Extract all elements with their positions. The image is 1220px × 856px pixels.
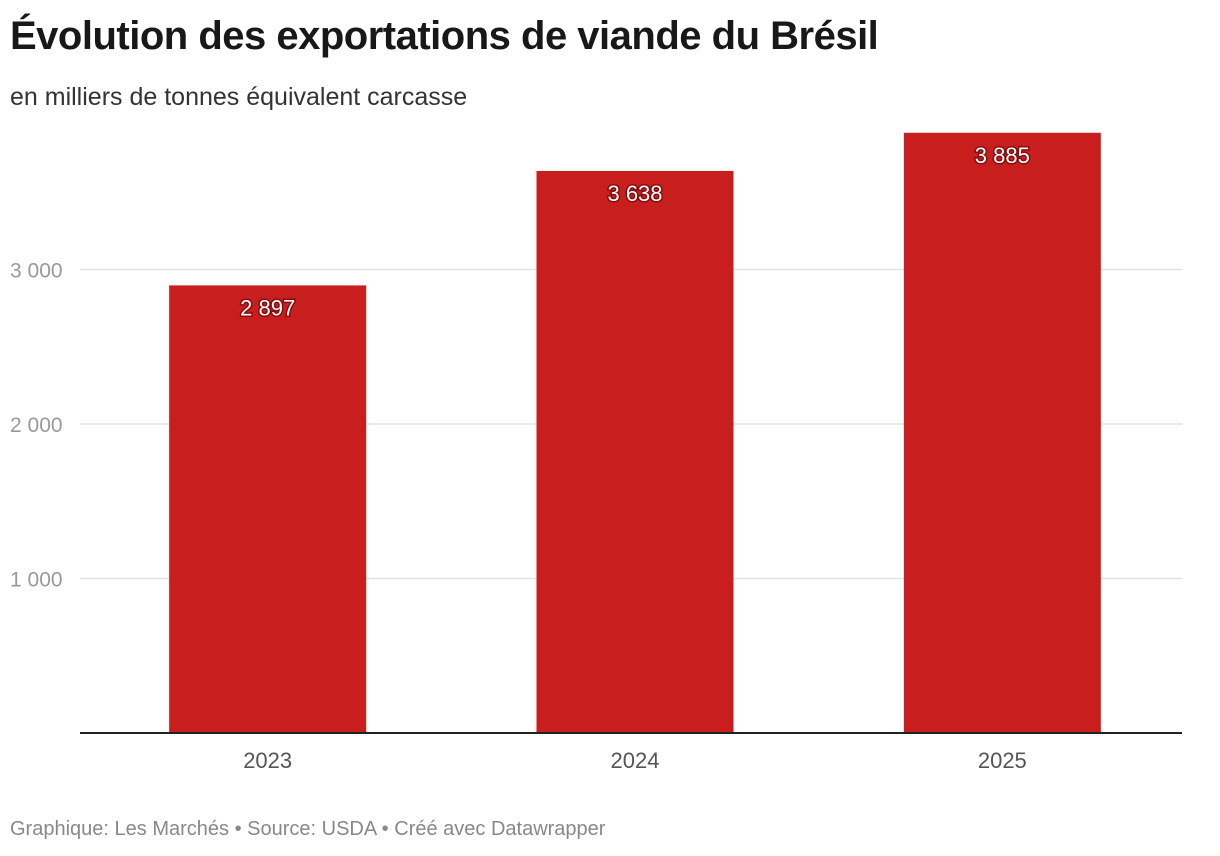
axes: 2023 2024 2025 <box>80 732 1182 773</box>
bar-2024 <box>536 170 734 733</box>
footer-credit: Graphique: Les Marchés <box>10 818 230 840</box>
footer-separator: • <box>381 818 389 840</box>
x-tick-label: 2025 <box>978 748 1027 773</box>
x-tick-label: 2023 <box>243 748 292 773</box>
y-tick-label: 1 000 <box>10 569 63 592</box>
x-tick-label: 2024 <box>611 748 660 773</box>
data-label: 3 638 <box>607 181 662 206</box>
data-label: 3 885 <box>975 143 1030 168</box>
chart-footer: Graphique: Les Marchés • Source: USDA • … <box>10 818 605 841</box>
y-tick-label: 2 000 <box>10 414 63 437</box>
data-label: 2 897 <box>240 295 295 320</box>
bar-2023 <box>169 285 367 733</box>
chart-subtitle: en milliers de tonnes équivalent carcass… <box>10 83 468 111</box>
chart-title: Évolution des exportations de viande du … <box>10 14 879 58</box>
footer-source: Source: USDA <box>247 818 377 840</box>
value-labels: 2 897 3 638 3 885 <box>239 141 1032 322</box>
bar-2025 <box>903 132 1101 733</box>
footer-separator: • <box>234 818 242 840</box>
footer-tool: Créé avec Datawrapper <box>394 818 606 840</box>
y-tick-label: 3 000 <box>10 260 63 283</box>
bars <box>169 132 1101 733</box>
